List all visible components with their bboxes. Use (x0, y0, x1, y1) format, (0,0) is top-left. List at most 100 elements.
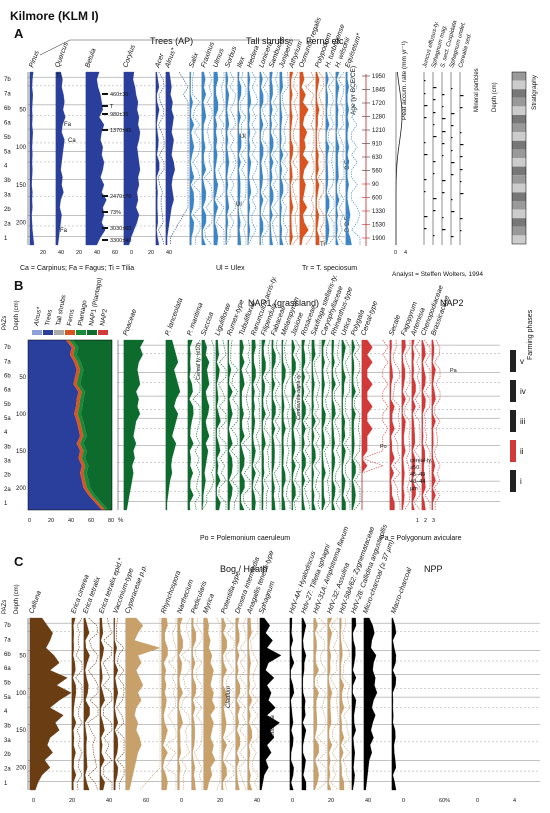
col-area-C-3 (99, 617, 105, 791)
radiocarbon-2: 980±30 (110, 112, 128, 118)
panel-label-c: C (14, 554, 24, 569)
date-marker-4 (102, 195, 108, 197)
sed-mark-0-9 (424, 93, 426, 95)
depth-tick-B-1: 100 (16, 412, 27, 418)
col-exag-B-8 (263, 339, 271, 511)
group-npp: NPP (424, 564, 443, 574)
x-tick-b-2: 40 (68, 518, 74, 524)
col-area-A-3 (123, 71, 141, 246)
col-exag-B-7 (254, 340, 261, 510)
sed-mark-0-7 (424, 179, 427, 181)
col-area-B-0 (123, 339, 145, 511)
col-exag-C-6 (165, 618, 177, 790)
paz-label-C-4: 5b (4, 681, 11, 687)
col-exag-C-9 (216, 617, 221, 791)
paz-label-C-2: 6b (4, 652, 11, 658)
sed-mark-4-7 (460, 95, 464, 97)
col-exag-A-14 (281, 71, 289, 246)
col-exag-A-8 (216, 72, 225, 245)
sed-mark-3-0 (451, 137, 453, 139)
col-exag-B-6 (242, 339, 251, 511)
group-ferns: Ferns etc. (306, 36, 346, 46)
farming-bar-0 (510, 350, 516, 372)
col-exag-A-20 (351, 72, 361, 245)
annotation-a-1: Fa (64, 122, 72, 128)
sed-mark-0-8 (424, 216, 428, 218)
age-label-4: 1210 (372, 128, 386, 134)
col-exag-A-17 (318, 71, 325, 245)
col-exag-B-17 (353, 339, 361, 511)
farming-phase-2: iii (520, 417, 526, 426)
legend-label-6: NAP2 (99, 308, 109, 326)
col-area-A-6 (189, 71, 195, 246)
group-trees: Trees (AP) (150, 36, 193, 46)
sed-mark-1-6 (433, 161, 436, 163)
col-area-A-0 (29, 71, 35, 246)
col-area-C-12 (247, 617, 253, 791)
legend-label-1: Trees (44, 308, 54, 326)
sed-mark-2-2 (442, 192, 445, 194)
sed-mark-0-1 (424, 117, 427, 119)
depth-tick-B-2: 150 (16, 449, 27, 455)
col-area-C-7 (177, 617, 183, 791)
inner-label-b-0: Centaurea nigra-ty. (296, 373, 302, 420)
taxon-label-C-9: Myrica (202, 593, 216, 615)
strat-layer-2 (512, 89, 526, 98)
legend-label-3: Ferns (66, 308, 76, 326)
col-area-C-4 (113, 617, 119, 791)
age-label-12: 1900 (372, 236, 386, 242)
col-area-B-14 (321, 339, 326, 511)
x-tick-a-5: 0 (130, 250, 133, 256)
col-exag-B-18 (361, 339, 389, 510)
radiocarbon-6: 3030±60 (110, 226, 131, 232)
col-area-B-17 (351, 339, 356, 511)
col-area-C-2 (83, 617, 90, 791)
col-exag-B-16 (344, 339, 351, 510)
sed-mark-3-9 (451, 150, 453, 152)
sed-mark-2-6 (442, 180, 446, 182)
col-exag-C-2 (87, 617, 99, 791)
col-area-A-15 (289, 71, 294, 246)
depth-tick-A-2: 150 (16, 183, 27, 189)
paz-label-A-3: 6a (4, 120, 11, 126)
depth-tick-C-2: 150 (16, 728, 27, 734)
sed-mark-2-9 (442, 131, 446, 133)
radiocarbon-0: 460±30 (110, 92, 128, 98)
panel-label-b: B (14, 278, 23, 293)
strat-layer-0 (512, 72, 526, 81)
age-label-11: 1530 (372, 223, 386, 229)
footnote-a-right: Tr = T. speciosum (302, 265, 357, 272)
x-tick-a-7: 40 (166, 250, 172, 256)
col-area-B-9 (271, 339, 276, 511)
paz-label-B-7: 3b (4, 444, 11, 450)
strat-layer-8 (512, 140, 526, 150)
col-exag-A-5 (170, 71, 189, 245)
x-tick-a-1: 40 (58, 250, 64, 256)
annotation-a-2: Ca (68, 138, 76, 144)
farming-phase-4: i (520, 477, 522, 486)
paz-label-A-4: 5b (4, 135, 11, 141)
annotation-a-4: Ul (240, 134, 246, 140)
paz-label-C-3: 6a (4, 666, 11, 672)
paz-label-C-5: 5a (4, 695, 11, 701)
col-exag-A-13 (271, 71, 279, 246)
radiocarbon-3: 1370±45 (110, 128, 131, 134)
date-marker-2 (102, 113, 108, 115)
farming-bar-4 (510, 470, 516, 492)
col-area-C-18 (339, 617, 345, 791)
sum-ferns-area (65, 340, 106, 510)
col-area-B-3 (201, 339, 210, 511)
sed-mark-0-5 (424, 105, 428, 107)
col-area-A-20 (345, 71, 352, 246)
age-label-6: 630 (372, 155, 383, 161)
col-area-C-5 (125, 617, 161, 791)
strat-depth-label: Depth (cm) (492, 82, 498, 112)
depth-tick-B-3: 200 (16, 486, 27, 492)
age-label-3: 1280 (372, 115, 386, 121)
x-tick-c-8: 20 (328, 798, 334, 804)
radiocarbon-4: 2470±70 (110, 194, 131, 200)
col-area-B-7 (251, 339, 256, 511)
col-exag-C-4 (116, 617, 125, 791)
x-tick-c-13: 4 (513, 798, 516, 804)
